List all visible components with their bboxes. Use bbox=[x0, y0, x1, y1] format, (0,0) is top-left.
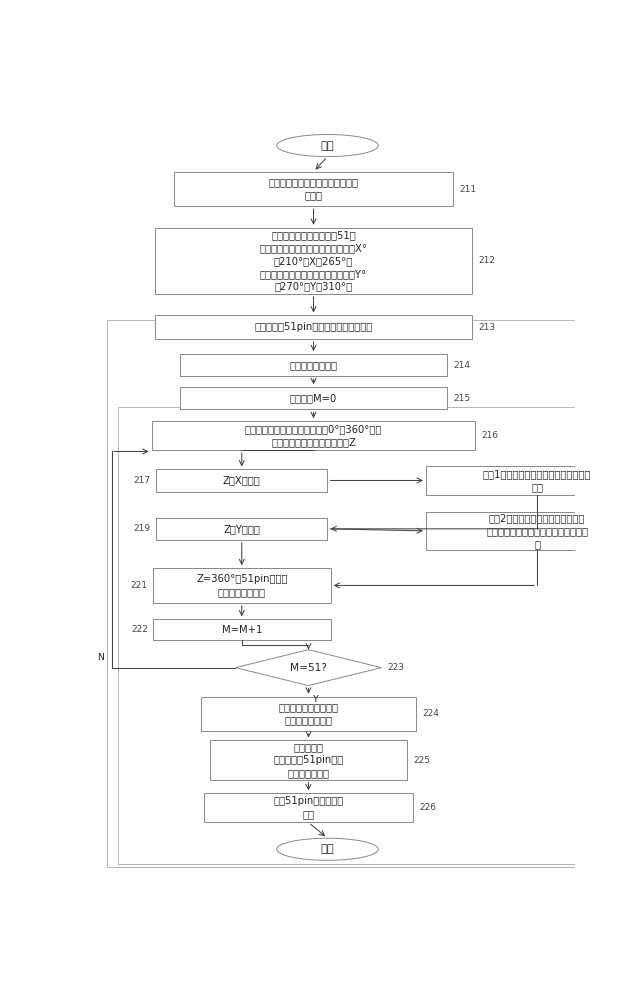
FancyBboxPatch shape bbox=[174, 172, 453, 206]
FancyBboxPatch shape bbox=[180, 354, 447, 376]
FancyBboxPatch shape bbox=[155, 228, 472, 294]
Polygon shape bbox=[235, 650, 381, 686]
Text: M=M+1: M=M+1 bbox=[222, 625, 262, 635]
Text: 213: 213 bbox=[479, 323, 496, 332]
Text: Z在Y范围内: Z在Y范围内 bbox=[224, 524, 260, 534]
FancyBboxPatch shape bbox=[153, 568, 330, 603]
FancyBboxPatch shape bbox=[156, 469, 327, 492]
FancyBboxPatch shape bbox=[204, 793, 413, 822]
Text: 216: 216 bbox=[482, 431, 499, 440]
Text: 221: 221 bbox=[131, 581, 148, 590]
Text: 224: 224 bbox=[423, 709, 440, 718]
Text: 中断1：拨料电机从插针料带上取下一个
插针: 中断1：拨料电机从插针料带上取下一个 插针 bbox=[483, 469, 591, 492]
Text: 开始: 开始 bbox=[321, 141, 334, 151]
FancyBboxPatch shape bbox=[155, 315, 472, 339]
Text: 设定主轴电机转动圈数为51圈
预先设定拨料电机的转动角度范围为X°
（210°＜X＜265°）
预先设定拨料电机的转动角度范围为Y°
（270°＜Y＜310°）: 设定主轴电机转动圈数为51圈 预先设定拨料电机的转动角度范围为X° （210°＜… bbox=[259, 230, 367, 291]
Text: 在主轴电机的每个转动周期内（0°－360°），
实时检测主轴电机的转动角度Z: 在主轴电机的每个转动周期内（0°－360°）， 实时检测主轴电机的转动角度Z bbox=[245, 424, 382, 447]
Text: Z=360°，51pin针连接
器的一个插针完成: Z=360°，51pin针连接 器的一个插针完成 bbox=[196, 574, 288, 597]
Text: 结束: 结束 bbox=[321, 844, 334, 854]
Text: 插针数量M=0: 插针数量M=0 bbox=[290, 393, 337, 403]
FancyBboxPatch shape bbox=[151, 421, 475, 450]
Text: 所有51pin连接器插针
完成: 所有51pin连接器插针 完成 bbox=[273, 796, 344, 819]
Text: 226: 226 bbox=[420, 803, 436, 812]
FancyBboxPatch shape bbox=[201, 697, 417, 731]
FancyBboxPatch shape bbox=[426, 466, 639, 495]
Text: 启动主轴电机转动: 启动主轴电机转动 bbox=[289, 360, 337, 370]
FancyBboxPatch shape bbox=[426, 512, 639, 550]
Ellipse shape bbox=[277, 838, 378, 860]
Text: 214: 214 bbox=[453, 361, 470, 370]
Text: 212: 212 bbox=[479, 256, 496, 265]
Text: N: N bbox=[97, 653, 104, 662]
Text: 225: 225 bbox=[413, 756, 430, 765]
Text: 主轴电机停止转动，一
个半成品插针结束: 主轴电机停止转动，一 个半成品插针结束 bbox=[279, 703, 339, 725]
Text: 215: 215 bbox=[453, 394, 470, 403]
Text: 217: 217 bbox=[134, 476, 151, 485]
Text: 223: 223 bbox=[388, 663, 404, 672]
Text: 拨料电机将
插针完成的51pin连接
器送到拨料后位: 拨料电机将 插针完成的51pin连接 器送到拨料后位 bbox=[273, 742, 344, 778]
FancyBboxPatch shape bbox=[180, 387, 447, 409]
Text: M=51?: M=51? bbox=[290, 663, 327, 673]
FancyBboxPatch shape bbox=[153, 619, 330, 640]
Text: 219: 219 bbox=[134, 524, 151, 533]
FancyBboxPatch shape bbox=[210, 740, 407, 780]
Text: 设置一主轴电机、一拨料电机和步
进电机: 设置一主轴电机、一拨料电机和步 进电机 bbox=[268, 178, 358, 200]
Text: Y: Y bbox=[312, 695, 318, 704]
Text: 211: 211 bbox=[459, 185, 477, 194]
Ellipse shape bbox=[277, 135, 378, 157]
Text: 222: 222 bbox=[131, 625, 148, 634]
Text: 拨料电机制51pin针连接器送到插针位置: 拨料电机制51pin针连接器送到插针位置 bbox=[254, 322, 373, 332]
FancyBboxPatch shape bbox=[156, 518, 327, 540]
Text: Z在X范围内: Z在X范围内 bbox=[223, 475, 261, 485]
Text: 中断2：控制所述步进电机将半成品
步进一个插针的距离到下一个待插针位
置: 中断2：控制所述步进电机将半成品 步进一个插针的距离到下一个待插针位 置 bbox=[486, 513, 588, 549]
